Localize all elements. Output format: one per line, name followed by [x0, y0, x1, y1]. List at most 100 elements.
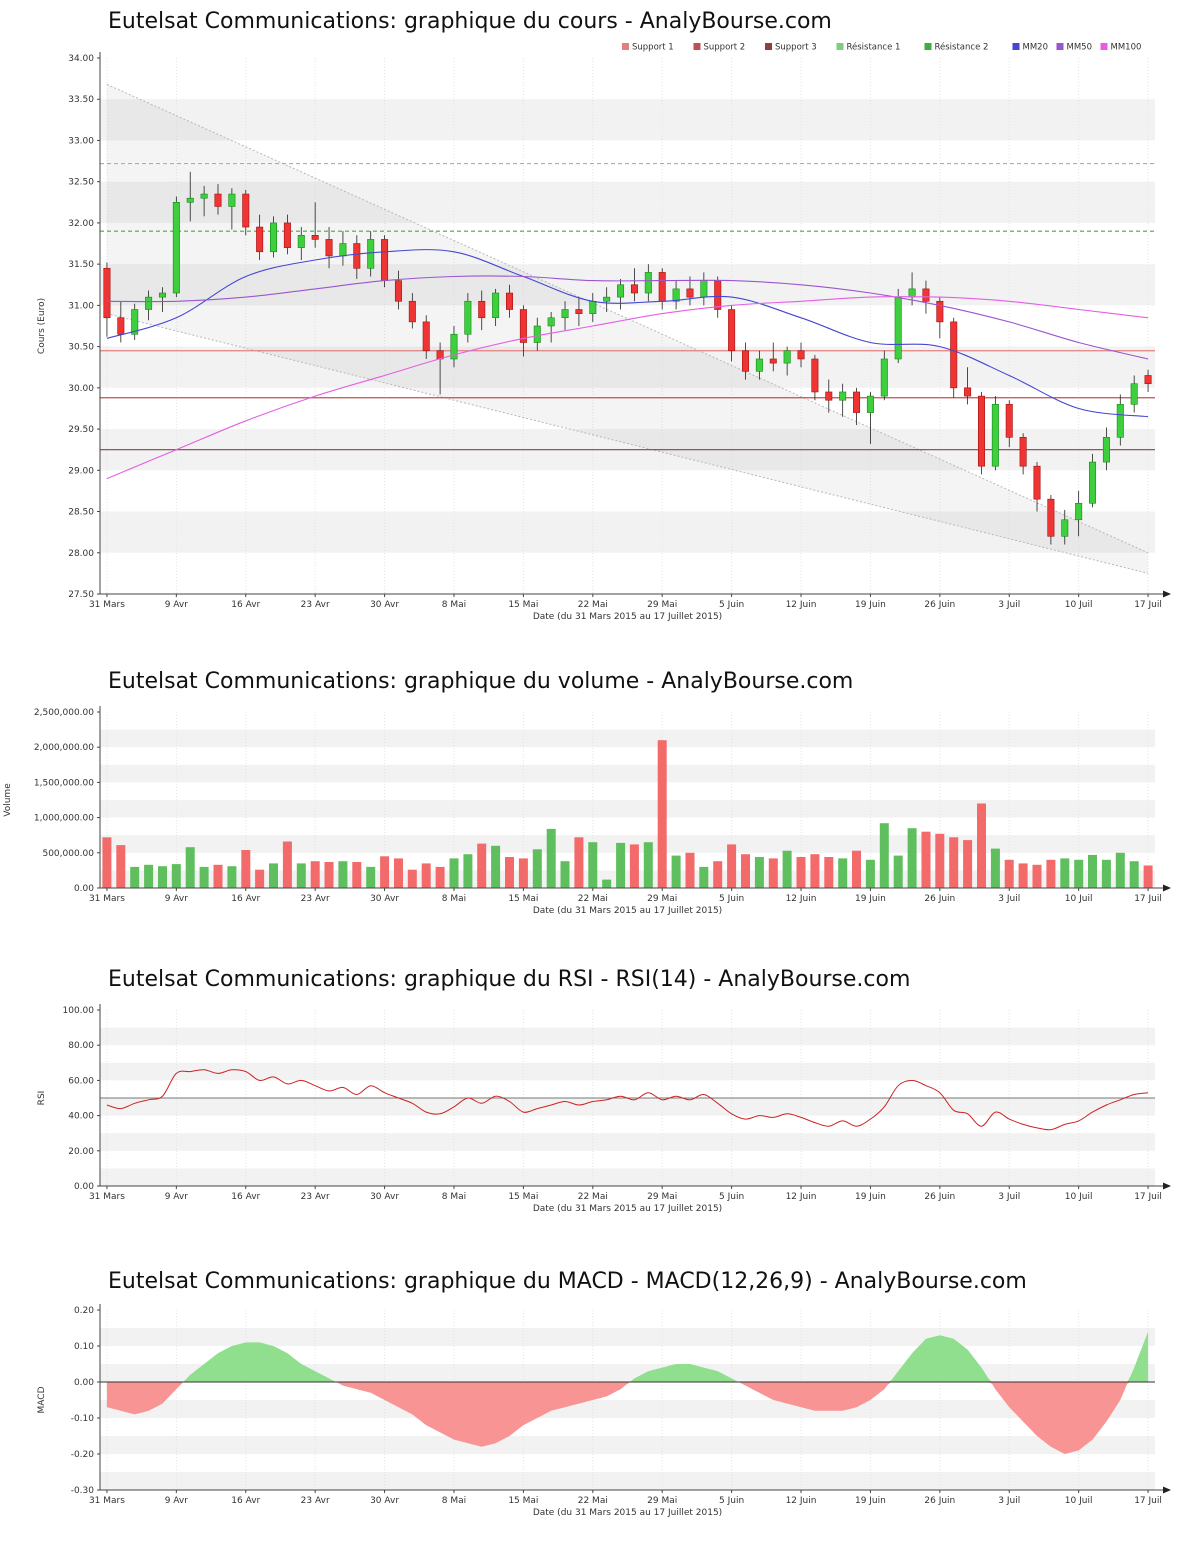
volume-bar	[643, 842, 653, 888]
volume-chart-canvas: 0.00 500,000.00 1,000,000.00 1,500,000.00 2,…	[3, 706, 1171, 916]
y-tick-label: 34.00	[68, 54, 94, 64]
plot-stripe	[100, 1436, 1155, 1454]
volume-bar	[394, 858, 403, 888]
x-tick-label: 17 Juil	[1134, 894, 1162, 904]
candle-body	[575, 309, 583, 314]
candle-body	[853, 391, 861, 413]
volume-bar	[158, 866, 167, 888]
x-tick-label: 12 Juin	[786, 600, 817, 610]
x-tick-label: 3 Juil	[998, 894, 1020, 904]
volume-bar	[1088, 854, 1097, 888]
volume-bar	[893, 855, 903, 888]
rsi-background	[100, 1010, 1155, 1186]
y-tick-label: 33.50	[68, 95, 94, 105]
candle-body	[103, 267, 111, 319]
volume-bar	[727, 844, 737, 888]
volume-bar	[949, 837, 959, 888]
y-tick-label: 29.00	[68, 466, 94, 476]
x-tick-label: 12 Juin	[786, 1496, 817, 1506]
candle-body	[977, 395, 985, 467]
plot-stripe	[100, 870, 1155, 888]
volume-bar	[907, 828, 917, 888]
candle-body	[1047, 498, 1055, 537]
plot-stripe	[100, 764, 1155, 783]
volume-bar	[741, 854, 750, 888]
volume-bar	[754, 857, 764, 888]
candle-body	[186, 197, 194, 203]
volume-bar	[699, 866, 709, 888]
x-tick-label: 8 Mai	[442, 1496, 466, 1506]
candle-body	[283, 222, 291, 248]
plot-stripe	[100, 99, 1155, 141]
y-axis-label: Volume	[3, 783, 13, 817]
x-tick-label: 17 Juil	[1134, 600, 1162, 610]
x-tick-label: 15 Mai	[508, 1192, 538, 1202]
rsi-chart-section: Eutelsat Communications: graphique du RS…	[0, 964, 1200, 1221]
candle-body	[783, 350, 791, 364]
plot-stripe	[100, 1328, 1155, 1346]
candle-body	[422, 321, 430, 352]
candle-body	[741, 350, 749, 372]
legend-swatch	[693, 43, 701, 50]
x-tick-label: 26 Juin	[924, 1192, 955, 1202]
price-chart-title: Eutelsat Communications: graphique du co…	[108, 9, 832, 34]
volume-bar	[1060, 858, 1070, 888]
x-tick-label: 23 Avr	[301, 600, 330, 610]
volume-bar	[852, 850, 861, 888]
candle-body	[200, 193, 208, 199]
candle-body	[1019, 437, 1027, 467]
y-tick-label: 0.00	[74, 1378, 94, 1388]
volume-bar	[629, 844, 639, 888]
macd-background	[100, 1310, 1155, 1490]
candle-body	[145, 296, 153, 310]
y-tick-label: 80.00	[68, 1041, 94, 1051]
x-tick-label: 29 Mai	[647, 1496, 677, 1506]
x-tick-label: 9 Avr	[165, 600, 189, 610]
y-tick-label: 31.00	[68, 301, 94, 311]
volume-bar	[213, 864, 223, 888]
candle-body	[1089, 461, 1097, 504]
x-tick-label: 23 Avr	[301, 894, 330, 904]
candle-body	[1033, 465, 1041, 500]
x-tick-label: 10 Juil	[1065, 894, 1093, 904]
legend-item-label: Support 2	[704, 43, 746, 53]
volume-bar	[574, 837, 584, 888]
y-tick-label: -0.30	[71, 1486, 95, 1496]
macd-positive-area	[106, 1331, 1149, 1382]
volume-bar	[1101, 859, 1111, 888]
x-tick-label: 3 Juil	[998, 600, 1020, 610]
x-axis-caption: Date (du 31 Mars 2015 au 17 Juillet 2015…	[533, 906, 722, 916]
candle-body	[866, 395, 874, 413]
volume-bar	[977, 803, 986, 888]
volume-bar	[602, 879, 612, 888]
rsi-axes: 0.00 20.00 40.00 60.00 80.00 100.00 31 Mars 9 A…	[37, 1004, 1171, 1214]
volume-bar	[1115, 852, 1125, 888]
macd-chart-section: Eutelsat Communications: graphique du MA…	[0, 1266, 1200, 1530]
volume-bar	[255, 869, 265, 888]
x-tick-label: 26 Juin	[924, 600, 955, 610]
candle-body	[158, 292, 166, 298]
x-axis-arrow	[1163, 1182, 1171, 1190]
y-tick-label: 500,000.00	[42, 849, 94, 859]
candle-body	[658, 272, 666, 302]
x-tick-label: 9 Avr	[165, 1192, 189, 1202]
y-tick-label: 20.00	[68, 1147, 94, 1157]
volume-bar	[352, 862, 362, 888]
volume-bar	[296, 863, 306, 888]
x-tick-label: 31 Mars	[89, 600, 125, 610]
y-tick-label: 30.50	[68, 343, 94, 353]
candle-body	[297, 234, 305, 248]
x-tick-label: 19 Juin	[855, 1192, 886, 1202]
candle-body	[408, 300, 416, 323]
x-tick-label: 16 Avr	[231, 894, 260, 904]
volume-bar	[435, 866, 445, 888]
x-tick-label: 8 Mai	[442, 894, 466, 904]
x-tick-label: 23 Avr	[301, 1192, 330, 1202]
candle-body	[644, 272, 652, 294]
x-tick-label: 31 Mars	[89, 1496, 125, 1506]
legend-item-label: MM50	[1067, 43, 1092, 53]
candle-body	[1116, 404, 1124, 438]
candle-body	[672, 288, 680, 302]
x-tick-label: 9 Avr	[165, 1496, 189, 1506]
candle-body	[214, 193, 222, 207]
